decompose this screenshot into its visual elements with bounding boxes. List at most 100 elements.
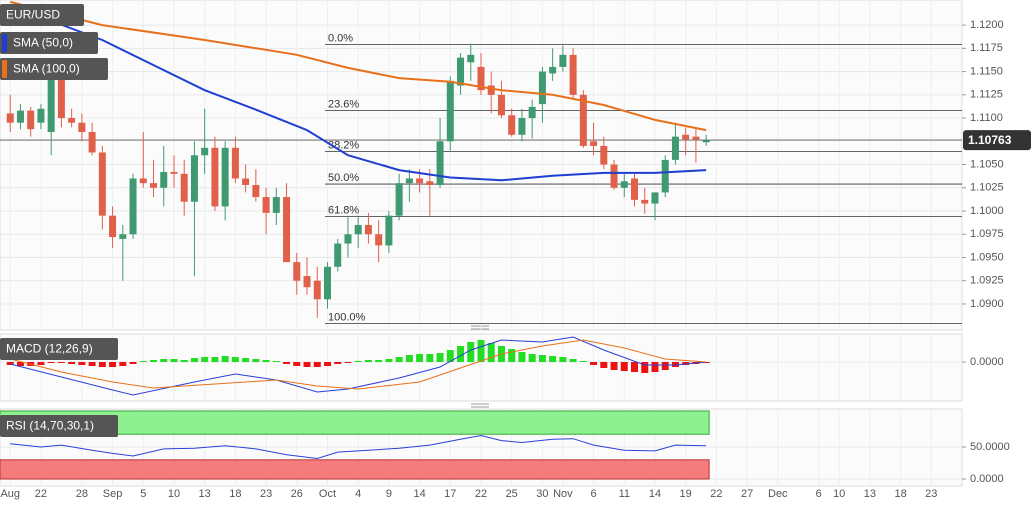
x-tick-label: 22 bbox=[35, 488, 47, 500]
histogram-bar bbox=[477, 340, 485, 362]
legend-label: SMA (50,0) bbox=[13, 36, 73, 50]
legend-box bbox=[0, 58, 108, 80]
y-tick-label: 0.0000 bbox=[970, 473, 1004, 485]
rsi-line bbox=[10, 434, 707, 460]
histogram-bar bbox=[661, 362, 669, 370]
y-tick-label: 1.1025 bbox=[970, 182, 1004, 194]
histogram-bar bbox=[446, 350, 454, 362]
histogram-bar bbox=[426, 354, 434, 362]
candle-body bbox=[344, 234, 352, 244]
x-tick-label: 10 bbox=[833, 488, 845, 500]
candle-body bbox=[170, 171, 178, 174]
candle-body bbox=[620, 181, 628, 188]
legend-swatch bbox=[2, 34, 7, 52]
x-tick-label: Oct bbox=[319, 488, 336, 500]
histogram-bar bbox=[139, 361, 147, 362]
histogram-bar bbox=[201, 357, 209, 362]
x-tick-label: 26 bbox=[291, 488, 303, 500]
x-tick-label: Nov bbox=[553, 488, 573, 500]
histogram-bar bbox=[303, 362, 311, 367]
y-tick-label: 1.0925 bbox=[970, 275, 1004, 287]
histogram-bar bbox=[293, 362, 301, 366]
histogram-bar bbox=[559, 357, 567, 362]
y-tick-label: 1.1175 bbox=[970, 42, 1003, 54]
candle-body bbox=[231, 147, 239, 179]
histogram-bar bbox=[528, 354, 536, 362]
candle-body bbox=[180, 173, 188, 202]
candle-body bbox=[600, 145, 608, 165]
x-tick-label: Dec bbox=[768, 488, 788, 500]
histogram-bar bbox=[109, 362, 117, 367]
candle-body bbox=[641, 199, 649, 204]
x-tick-label: 27 bbox=[741, 488, 753, 500]
oversold-zone bbox=[0, 459, 710, 480]
candle-body bbox=[221, 147, 229, 207]
candle-body bbox=[457, 57, 465, 86]
candle-body bbox=[160, 171, 168, 188]
candle-body bbox=[201, 147, 209, 156]
histogram-bar bbox=[221, 356, 229, 362]
histogram-bar bbox=[620, 362, 628, 371]
x-tick-label: 5 bbox=[140, 488, 146, 500]
histogram-bar bbox=[170, 359, 178, 362]
candle-body bbox=[262, 197, 270, 213]
candle-body bbox=[109, 215, 117, 238]
candle-body bbox=[631, 178, 639, 200]
histogram-bar bbox=[242, 358, 250, 362]
legend-box bbox=[0, 4, 84, 26]
candle-body bbox=[682, 134, 690, 140]
indicator-line bbox=[9, 0, 707, 132]
histogram-bar bbox=[569, 359, 577, 362]
legend-label: SMA (100,0) bbox=[13, 62, 80, 76]
candle-body bbox=[702, 140, 710, 143]
x-tick-label: 13 bbox=[864, 488, 876, 500]
candle-body bbox=[16, 110, 24, 123]
panel-handle bbox=[471, 325, 489, 408]
fib-label: 23.6% bbox=[328, 99, 359, 111]
histogram-bar bbox=[518, 352, 526, 362]
histogram-bar bbox=[590, 362, 598, 365]
histogram-bar bbox=[467, 342, 475, 362]
x-tick-label: 18 bbox=[894, 488, 906, 500]
histogram-bar bbox=[262, 360, 270, 362]
candle-body bbox=[549, 66, 557, 74]
histogram-bar bbox=[508, 349, 516, 362]
y-tick-label: 1.1125 bbox=[970, 89, 1003, 101]
histogram-bar bbox=[313, 362, 321, 367]
candle-body bbox=[416, 178, 424, 184]
candle-body bbox=[579, 94, 587, 146]
candle-body bbox=[6, 113, 14, 123]
candle-body bbox=[661, 159, 669, 193]
histogram-bar bbox=[334, 362, 342, 364]
candle-body bbox=[334, 243, 342, 267]
histogram-bar bbox=[395, 357, 403, 362]
candle-body bbox=[303, 276, 311, 288]
histogram-bar bbox=[98, 362, 106, 367]
histogram-bar bbox=[68, 362, 76, 364]
histogram-bar bbox=[272, 361, 280, 362]
x-tick-label: 10 bbox=[168, 488, 180, 500]
candle-body bbox=[610, 164, 618, 188]
candle-body bbox=[252, 184, 260, 198]
candle-body bbox=[47, 71, 55, 132]
legend-label: EUR/USD bbox=[6, 8, 60, 22]
candle-body bbox=[139, 178, 147, 184]
candle-body bbox=[150, 183, 158, 188]
histogram-bar bbox=[16, 362, 24, 366]
x-tick-label: 4 bbox=[355, 488, 361, 500]
candle-body bbox=[477, 66, 485, 91]
histogram-bar bbox=[651, 362, 659, 372]
x-tick-label: 9 bbox=[386, 488, 392, 500]
histogram-bar bbox=[211, 357, 219, 362]
candle-body bbox=[293, 262, 301, 281]
overbought-zone bbox=[0, 410, 710, 435]
fib-label: 61.8% bbox=[328, 204, 359, 216]
candle-body bbox=[313, 280, 321, 300]
candle-body bbox=[446, 80, 454, 142]
indicator-line bbox=[10, 336, 707, 396]
histogram-bar bbox=[129, 362, 137, 364]
candle-body bbox=[129, 178, 137, 235]
x-tick-label: 18 bbox=[229, 488, 241, 500]
histogram-bar bbox=[487, 343, 495, 362]
